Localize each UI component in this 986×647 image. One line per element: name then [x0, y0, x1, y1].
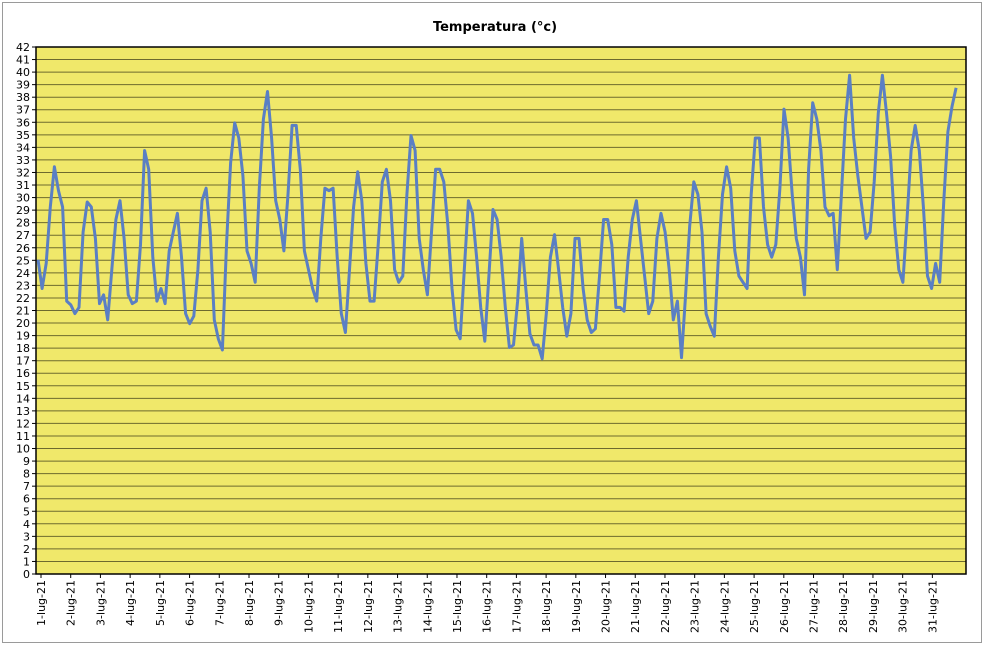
x-tick-label: 8-lug-21: [243, 580, 256, 626]
y-tick-label: 6: [23, 493, 30, 506]
x-tick-label: 27-lug-21: [808, 580, 821, 633]
y-tick-label: 23: [16, 279, 30, 292]
x-tick-label: 26-lug-21: [778, 580, 791, 633]
x-tick-label: 14-lug-21: [421, 580, 434, 633]
y-tick-label: 27: [16, 229, 30, 242]
y-tick-label: 4: [23, 518, 30, 531]
x-tick-label: 25-lug-21: [748, 580, 761, 633]
y-tick-label: 1: [23, 555, 30, 568]
temperature-chart: Temperatura (°c) 01234567891011121314151…: [16, 20, 967, 633]
y-tick-label: 14: [16, 392, 30, 405]
x-tick-label: 29-lug-21: [867, 580, 880, 633]
y-tick-label: 33: [16, 154, 30, 167]
y-tick-label: 12: [16, 417, 30, 430]
y-tick-label: 16: [16, 367, 30, 380]
y-axis-ticks: 0123456789101112131415161718192021222324…: [16, 41, 36, 581]
y-tick-label: 40: [16, 66, 30, 79]
y-tick-label: 3: [23, 530, 30, 543]
x-tick-label: 4-lug-21: [124, 580, 137, 626]
y-tick-label: 28: [16, 217, 30, 230]
x-tick-label: 15-lug-21: [451, 580, 464, 633]
y-tick-label: 15: [16, 380, 30, 393]
x-tick-label: 23-lug-21: [689, 580, 702, 633]
y-tick-label: 5: [23, 505, 30, 518]
x-tick-label: 18-lug-21: [540, 580, 553, 633]
y-tick-label: 7: [23, 480, 30, 493]
x-tick-label: 20-lug-21: [600, 580, 613, 633]
x-tick-label: 5-lug-21: [154, 580, 167, 626]
x-tick-label: 28-lug-21: [837, 580, 850, 633]
y-tick-label: 11: [16, 430, 30, 443]
y-tick-label: 42: [16, 41, 30, 54]
y-tick-label: 34: [16, 141, 30, 154]
x-tick-label: 31-lug-21: [926, 580, 939, 633]
y-tick-label: 25: [16, 254, 30, 267]
x-tick-label: 24-lug-21: [718, 580, 731, 633]
x-tick-label: 9-lug-21: [273, 580, 286, 626]
y-tick-label: 17: [16, 355, 30, 368]
x-tick-label: 11-lug-21: [332, 580, 345, 633]
y-tick-label: 35: [16, 129, 30, 142]
grid-lines: [36, 59, 966, 562]
y-tick-label: 22: [16, 292, 30, 305]
y-tick-label: 31: [16, 179, 30, 192]
x-tick-label: 2-lug-21: [65, 580, 78, 626]
y-tick-label: 36: [16, 116, 30, 129]
x-tick-label: 7-lug-21: [213, 580, 226, 626]
x-tick-label: 6-lug-21: [184, 580, 197, 626]
plot-border: [35, 46, 967, 575]
y-tick-label: 29: [16, 204, 30, 217]
y-tick-label: 37: [16, 104, 30, 117]
y-tick-label: 10: [16, 443, 30, 456]
x-tick-label: 3-lug-21: [94, 580, 107, 626]
y-tick-label: 20: [16, 317, 30, 330]
x-tick-label: 1-lug-21: [35, 580, 48, 626]
y-tick-label: 19: [16, 330, 30, 343]
x-tick-label: 17-lug-21: [510, 580, 523, 633]
y-tick-label: 24: [16, 267, 30, 280]
y-tick-label: 13: [16, 405, 30, 418]
x-tick-label: 10-lug-21: [302, 580, 315, 633]
x-tick-label: 16-lug-21: [481, 580, 494, 633]
y-tick-label: 41: [16, 54, 30, 67]
y-tick-label: 9: [23, 455, 30, 468]
y-tick-label: 38: [16, 91, 30, 104]
y-tick-label: 32: [16, 166, 30, 179]
x-tick-label: 22-lug-21: [659, 580, 672, 633]
y-tick-label: 0: [23, 568, 30, 581]
x-tick-label: 12-lug-21: [362, 580, 375, 633]
y-tick-label: 2: [23, 543, 30, 556]
x-tick-label: 13-lug-21: [392, 580, 405, 633]
y-tick-label: 30: [16, 192, 30, 205]
y-tick-label: 18: [16, 342, 30, 355]
y-tick-label: 39: [16, 79, 30, 92]
x-tick-label: 19-lug-21: [570, 580, 583, 633]
x-axis-ticks: 1-lug-21 2-lug-21 3-lug-21 4-lug-21 5-lug-21…: [35, 574, 939, 633]
series-line-temperature: [36, 73, 958, 361]
y-tick-label: 8: [23, 468, 30, 481]
chart-title: Temperatura (°c): [433, 20, 557, 35]
y-tick-label: 26: [16, 242, 30, 255]
x-tick-label: 30-lug-21: [897, 580, 910, 633]
y-tick-label: 21: [16, 305, 30, 318]
x-tick-label: 21-lug-21: [629, 580, 642, 633]
